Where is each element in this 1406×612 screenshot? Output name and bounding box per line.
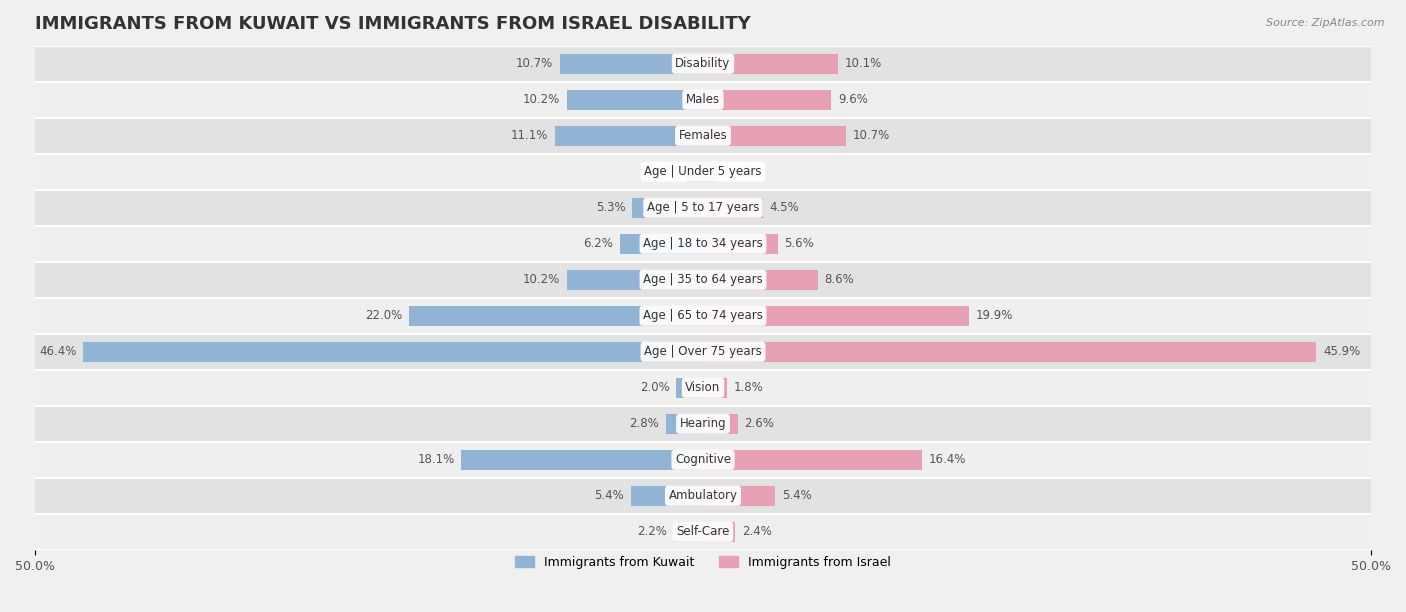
Bar [35, 334, 1371, 370]
Text: 5.3%: 5.3% [596, 201, 626, 214]
Text: 10.7%: 10.7% [852, 129, 890, 142]
Text: Hearing: Hearing [679, 417, 727, 430]
Bar [703, 234, 778, 253]
Bar [35, 81, 1371, 118]
Text: Vision: Vision [685, 381, 721, 394]
Text: 1.8%: 1.8% [734, 381, 763, 394]
Bar [35, 442, 1371, 478]
Text: 0.96%: 0.96% [723, 165, 759, 178]
Text: Age | 18 to 34 years: Age | 18 to 34 years [643, 237, 763, 250]
Text: 2.2%: 2.2% [637, 525, 666, 539]
Bar [703, 450, 922, 469]
Text: 5.6%: 5.6% [785, 237, 814, 250]
Bar [703, 414, 738, 434]
Bar [409, 306, 703, 326]
Text: Source: ZipAtlas.com: Source: ZipAtlas.com [1267, 18, 1385, 28]
Bar [703, 378, 727, 398]
Text: 2.0%: 2.0% [640, 381, 669, 394]
Bar [35, 262, 1371, 297]
Bar [35, 154, 1371, 190]
Bar [35, 297, 1371, 334]
Bar [703, 306, 969, 326]
Bar [703, 270, 818, 289]
Bar [665, 414, 703, 434]
Bar [567, 270, 703, 289]
Text: 10.7%: 10.7% [516, 57, 554, 70]
Text: Cognitive: Cognitive [675, 453, 731, 466]
Bar [703, 126, 846, 146]
Bar [703, 342, 1316, 362]
Bar [35, 370, 1371, 406]
Bar [560, 54, 703, 73]
Bar [688, 162, 703, 182]
Text: Self-Care: Self-Care [676, 525, 730, 539]
Bar [35, 118, 1371, 154]
Bar [633, 198, 703, 218]
Text: 4.5%: 4.5% [770, 201, 800, 214]
Bar [620, 234, 703, 253]
Text: 10.2%: 10.2% [523, 273, 560, 286]
Text: Age | Over 75 years: Age | Over 75 years [644, 345, 762, 358]
Text: 8.6%: 8.6% [824, 273, 855, 286]
Text: 18.1%: 18.1% [418, 453, 454, 466]
Text: 11.1%: 11.1% [510, 129, 548, 142]
Bar [83, 342, 703, 362]
Text: 22.0%: 22.0% [366, 309, 402, 323]
Bar [35, 478, 1371, 514]
Bar [35, 514, 1371, 550]
Text: Disability: Disability [675, 57, 731, 70]
Bar [631, 486, 703, 506]
Text: Females: Females [679, 129, 727, 142]
Bar [35, 406, 1371, 442]
Text: 5.4%: 5.4% [782, 489, 811, 502]
Bar [703, 522, 735, 542]
Bar [703, 198, 763, 218]
Text: 5.4%: 5.4% [595, 489, 624, 502]
Text: 1.2%: 1.2% [651, 165, 681, 178]
Text: 2.8%: 2.8% [628, 417, 659, 430]
Text: Males: Males [686, 93, 720, 106]
Bar [35, 46, 1371, 81]
Text: Age | 65 to 74 years: Age | 65 to 74 years [643, 309, 763, 323]
Text: 46.4%: 46.4% [39, 345, 76, 358]
Text: Age | 5 to 17 years: Age | 5 to 17 years [647, 201, 759, 214]
Bar [703, 486, 775, 506]
Bar [555, 126, 703, 146]
Bar [703, 162, 716, 182]
Text: IMMIGRANTS FROM KUWAIT VS IMMIGRANTS FROM ISRAEL DISABILITY: IMMIGRANTS FROM KUWAIT VS IMMIGRANTS FRO… [35, 15, 751, 33]
Bar [567, 90, 703, 110]
Text: Ambulatory: Ambulatory [668, 489, 738, 502]
Bar [703, 90, 831, 110]
Text: Age | Under 5 years: Age | Under 5 years [644, 165, 762, 178]
Bar [703, 54, 838, 73]
Text: 2.6%: 2.6% [744, 417, 775, 430]
Bar [35, 226, 1371, 262]
Bar [461, 450, 703, 469]
Text: 19.9%: 19.9% [976, 309, 1012, 323]
Text: 2.4%: 2.4% [742, 525, 772, 539]
Text: 10.2%: 10.2% [523, 93, 560, 106]
Bar [673, 522, 703, 542]
Text: 10.1%: 10.1% [845, 57, 882, 70]
Bar [676, 378, 703, 398]
Text: 45.9%: 45.9% [1323, 345, 1360, 358]
Bar [35, 190, 1371, 226]
Legend: Immigrants from Kuwait, Immigrants from Israel: Immigrants from Kuwait, Immigrants from … [510, 551, 896, 574]
Text: 6.2%: 6.2% [583, 237, 613, 250]
Text: 16.4%: 16.4% [929, 453, 966, 466]
Text: Age | 35 to 64 years: Age | 35 to 64 years [643, 273, 763, 286]
Text: 9.6%: 9.6% [838, 93, 868, 106]
